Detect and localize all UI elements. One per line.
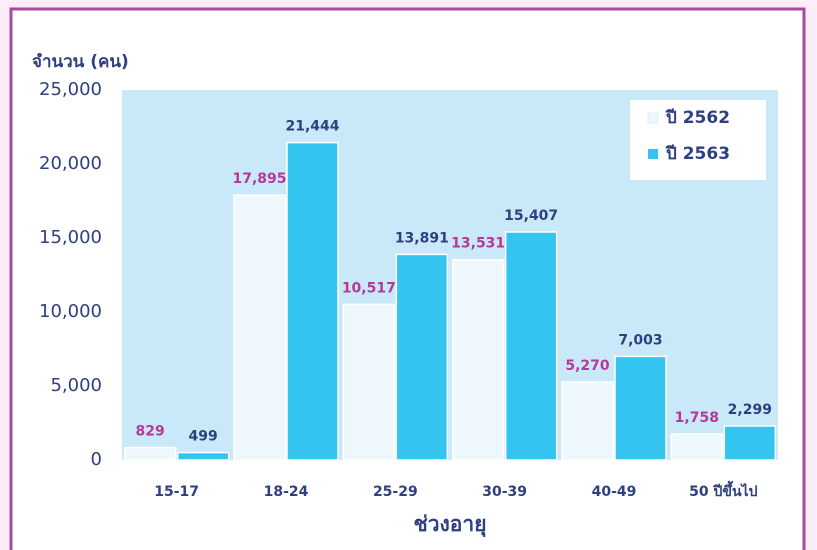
bar (614, 355, 667, 461)
y-tick-label: 10,000 (39, 301, 102, 322)
value-label: 829 (136, 424, 165, 440)
bar (123, 446, 177, 461)
value-label: 5,270 (565, 358, 610, 374)
legend-swatch (648, 149, 658, 159)
value-label: 10,517 (342, 280, 396, 296)
x-tick-label: 50 ปีขึ้นไป (689, 480, 757, 500)
bar (342, 303, 396, 461)
y-tick-label: 15,000 (39, 227, 102, 248)
x-tick-label: 25-29 (373, 484, 418, 500)
value-label: 1,758 (675, 410, 719, 426)
y-axis-label: จำนวน (คน) (32, 52, 129, 72)
y-tick-label: 5,000 (50, 375, 102, 396)
value-label: 13,531 (451, 236, 505, 252)
x-tick-label: 40-49 (592, 484, 637, 500)
x-tick-label: 18-24 (264, 484, 309, 500)
value-label: 15,407 (504, 208, 558, 224)
x-tick-label: 30-39 (482, 484, 527, 500)
legend-swatch (647, 112, 659, 124)
bar (395, 253, 449, 461)
value-label: 7,003 (618, 332, 662, 348)
value-label: 17,895 (232, 171, 286, 187)
x-tick-label: 15-17 (154, 484, 199, 500)
value-label: 21,444 (285, 119, 339, 135)
bar (670, 433, 724, 461)
bar (176, 451, 230, 461)
y-tick-label: 0 (91, 449, 102, 470)
y-tick-label: 20,000 (39, 153, 102, 174)
bar (233, 194, 286, 461)
value-label: 499 (189, 429, 218, 445)
value-label: 2,299 (728, 402, 772, 418)
bar (504, 231, 558, 461)
legend-label: ปี 2563 (665, 143, 730, 164)
bar (286, 141, 339, 461)
bar (723, 425, 777, 461)
legend-label: ปี 2562 (665, 107, 730, 128)
bar (451, 258, 505, 461)
y-tick-label: 25,000 (39, 79, 102, 100)
x-axis-label: ช่วงอายุ (413, 512, 486, 538)
bar (561, 381, 614, 461)
value-label: 13,891 (395, 230, 449, 246)
